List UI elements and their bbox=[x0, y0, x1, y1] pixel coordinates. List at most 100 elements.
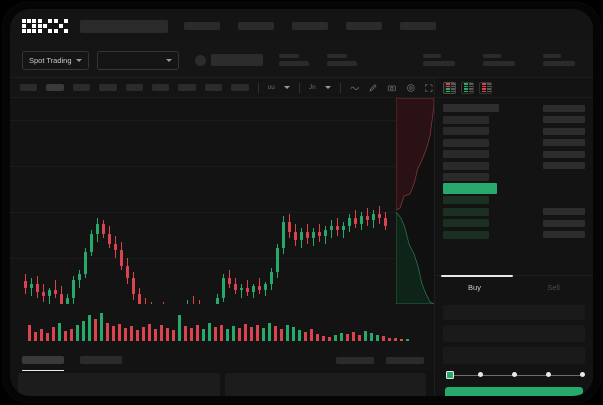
orderbook-row[interactable] bbox=[443, 230, 585, 239]
orderbook-mode-buy[interactable] bbox=[461, 81, 474, 94]
active-tab-indicator bbox=[441, 275, 513, 277]
nav-item-3[interactable] bbox=[346, 22, 382, 30]
price-field[interactable] bbox=[443, 325, 585, 342]
orderbook-row[interactable] bbox=[443, 104, 585, 112]
interval-2[interactable] bbox=[72, 84, 91, 91]
order-form bbox=[435, 299, 593, 396]
amount-slider[interactable] bbox=[445, 369, 585, 383]
orderbook-row[interactable] bbox=[443, 219, 585, 227]
nav-item-4[interactable] bbox=[400, 22, 436, 30]
toolbar-divider bbox=[257, 82, 259, 93]
order-type-field[interactable] bbox=[443, 305, 585, 320]
volume-bar bbox=[196, 325, 199, 341]
mode-bars-left bbox=[481, 83, 486, 92]
volume-bar bbox=[298, 330, 301, 341]
bottom-tab-bar bbox=[10, 349, 434, 371]
tab-buy[interactable]: Buy bbox=[468, 283, 481, 292]
orderbook-last-price bbox=[443, 183, 585, 194]
volume-bar bbox=[382, 336, 385, 341]
pencil-icon[interactable] bbox=[368, 83, 378, 93]
wave-icon[interactable] bbox=[350, 83, 360, 93]
nav-item-0[interactable] bbox=[184, 22, 220, 30]
bottom-panel-0[interactable] bbox=[18, 373, 220, 396]
orderbook-row[interactable] bbox=[443, 138, 585, 147]
bottom-panel-1[interactable] bbox=[224, 373, 426, 396]
orderbook-row[interactable] bbox=[443, 150, 585, 158]
nav-item-1[interactable] bbox=[238, 22, 274, 30]
amount-field[interactable] bbox=[443, 347, 585, 364]
orderbook-row[interactable] bbox=[443, 196, 585, 204]
interval-3[interactable] bbox=[99, 84, 117, 91]
buy-sell-tabs: Buy Sell bbox=[435, 275, 593, 299]
volume-bar bbox=[88, 315, 91, 341]
slider-stop-25[interactable] bbox=[478, 372, 483, 377]
interval-0[interactable] bbox=[20, 84, 38, 91]
interval-1[interactable] bbox=[46, 84, 64, 91]
interval-8[interactable] bbox=[231, 84, 249, 91]
mode-bars-right bbox=[469, 83, 473, 92]
chevron-down-icon[interactable] bbox=[283, 86, 290, 89]
stat-value bbox=[278, 61, 309, 66]
gear-icon[interactable] bbox=[406, 83, 416, 93]
bottom-tab-1[interactable] bbox=[80, 356, 122, 364]
volume-bar bbox=[208, 323, 211, 341]
volume-bar bbox=[130, 326, 133, 341]
trading-pair-selector[interactable] bbox=[96, 50, 179, 70]
volume-bar bbox=[154, 329, 157, 341]
volume-bar bbox=[142, 327, 145, 341]
chevron-down-icon[interactable] bbox=[324, 86, 331, 89]
price-chart[interactable] bbox=[10, 98, 434, 304]
trading-mode-selector[interactable]: Spot Trading bbox=[22, 50, 89, 70]
orderbook-row[interactable] bbox=[443, 115, 585, 124]
depth-areas bbox=[395, 98, 434, 304]
okx-logo[interactable] bbox=[22, 19, 68, 33]
volume-bar bbox=[166, 328, 169, 341]
bottom-tab-0[interactable] bbox=[22, 356, 64, 371]
volume-bar bbox=[400, 339, 403, 341]
mode-bars-left bbox=[445, 83, 450, 92]
nav-item-2[interactable] bbox=[292, 22, 328, 30]
interval-6[interactable] bbox=[178, 84, 196, 91]
volume-bar bbox=[358, 335, 361, 341]
volume-bar bbox=[100, 313, 103, 341]
trading-mode-label: Spot Trading bbox=[29, 55, 72, 65]
volume-bar bbox=[46, 333, 49, 341]
bottom-action-1[interactable] bbox=[386, 356, 424, 364]
interval-7[interactable] bbox=[204, 84, 223, 91]
search-input[interactable] bbox=[80, 19, 168, 33]
volume-bar bbox=[322, 336, 325, 341]
indicator-label[interactable]: uu bbox=[267, 84, 275, 91]
orderbook-mode-both[interactable] bbox=[443, 81, 456, 94]
orderbook-rows[interactable] bbox=[435, 98, 593, 275]
volume-bar bbox=[280, 329, 283, 341]
toolbar-divider bbox=[339, 82, 341, 93]
slider-handle[interactable] bbox=[446, 371, 454, 379]
orderbook-row[interactable] bbox=[443, 173, 585, 181]
volume-bar bbox=[268, 323, 271, 341]
row-total bbox=[543, 127, 585, 135]
volume-bar bbox=[244, 324, 247, 341]
last-price-value bbox=[210, 54, 263, 66]
volume-bar bbox=[214, 327, 217, 341]
interval-5[interactable] bbox=[152, 84, 170, 91]
slider-stop-100[interactable] bbox=[580, 372, 585, 377]
slider-stop-75[interactable] bbox=[546, 372, 551, 377]
ticker-stat-right-0 bbox=[423, 54, 455, 66]
submit-order-button[interactable] bbox=[445, 387, 583, 396]
chevron-down-icon bbox=[75, 58, 82, 62]
orderbook-row[interactable] bbox=[443, 127, 585, 135]
tab-sell[interactable]: Sell bbox=[547, 283, 560, 292]
slider-stop-50[interactable] bbox=[512, 372, 517, 377]
volume-bar bbox=[316, 334, 319, 341]
orderbook-mode-sell[interactable] bbox=[479, 81, 492, 94]
bottom-action-0[interactable] bbox=[336, 356, 374, 364]
fullscreen-icon[interactable] bbox=[424, 83, 434, 93]
chart-type-label[interactable]: Jn bbox=[308, 84, 316, 91]
orderbook-row[interactable] bbox=[443, 207, 585, 216]
camera-icon[interactable] bbox=[387, 83, 397, 93]
orderbook-row[interactable] bbox=[443, 161, 585, 170]
chart-gridline bbox=[10, 212, 434, 213]
interval-4[interactable] bbox=[125, 84, 144, 91]
stat-value bbox=[423, 61, 455, 66]
